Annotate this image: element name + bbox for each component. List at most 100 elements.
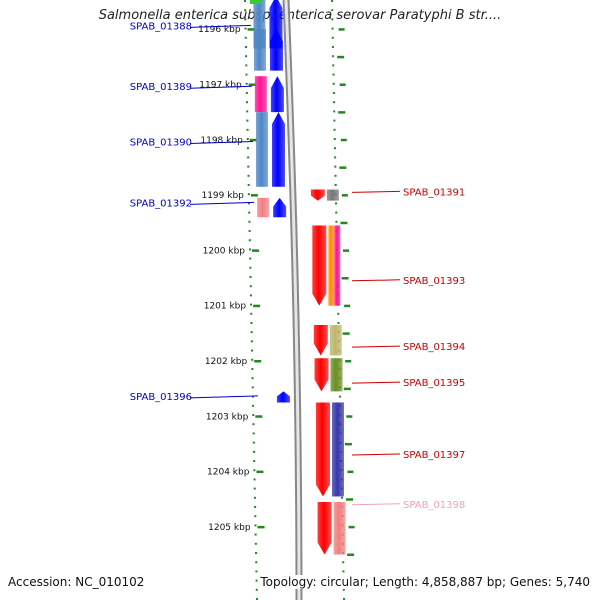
minor-tick (252, 441, 255, 444)
gene-label: SPAB_01395 (403, 378, 465, 389)
half-tick (346, 415, 353, 418)
minor-tick (331, 9, 334, 12)
minor-tick (253, 469, 256, 472)
minor-tick (254, 533, 257, 536)
minor-tick (244, 0, 246, 2)
minor-tick (252, 432, 255, 435)
minor-tick (335, 211, 338, 214)
major-tick (254, 359, 262, 363)
minor-tick (253, 460, 256, 462)
minor-tick (332, 82, 335, 85)
minor-tick (250, 331, 253, 334)
minor-tick (252, 404, 255, 407)
minor-tick (333, 138, 336, 140)
minor-tick (244, 46, 247, 48)
minor-tick (251, 395, 254, 398)
genome-title: Salmonella enterica subsp. enterica sero… (98, 8, 502, 23)
major-tick (252, 249, 260, 252)
minor-tick (249, 257, 252, 260)
gene-label: SPAB_01397 (403, 450, 465, 461)
minor-tick (246, 138, 249, 140)
leader-line (189, 201, 255, 205)
gene-label: SPAB_01388 (130, 21, 192, 32)
minor-tick (248, 220, 251, 223)
leader-line (351, 503, 401, 506)
minor-tick (246, 110, 249, 113)
minor-tick (332, 64, 335, 67)
feature-bar (330, 358, 343, 392)
minor-tick (342, 598, 345, 600)
genome-summary: Topology: circular; Length: 4,858,887 bp… (260, 575, 590, 589)
minor-tick (333, 101, 336, 104)
feature-bar (329, 325, 342, 356)
minor-tick (251, 377, 254, 380)
minor-tick (337, 312, 340, 315)
minor-tick (251, 386, 254, 389)
gene-label: SPAB_01389 (130, 82, 192, 93)
minor-tick (254, 506, 257, 508)
leader-line (189, 85, 252, 89)
gene-label: SPAB_01393 (403, 276, 465, 287)
leader-line (351, 381, 401, 384)
half-tick (343, 387, 351, 391)
half-tick (338, 111, 346, 114)
half-tick (345, 498, 353, 501)
feature-bar (257, 197, 270, 218)
minor-tick (331, 18, 334, 21)
cds-arrow (276, 391, 290, 403)
gene-label: SPAB_01396 (130, 392, 192, 403)
major-tick (248, 83, 256, 86)
tick-label: 1203 kbp (206, 412, 249, 422)
feature-bar (255, 112, 268, 187)
minor-tick (251, 358, 254, 361)
minor-tick (253, 496, 256, 499)
minor-tick (255, 570, 258, 573)
minor-tick (332, 55, 335, 58)
minor-tick (244, 18, 247, 21)
half-tick (347, 470, 354, 474)
minor-tick (249, 285, 252, 288)
feature-bar (328, 225, 335, 306)
accession-label: Accession: NC_010102 (8, 575, 145, 589)
minor-tick (342, 561, 345, 564)
leader-line (351, 279, 401, 282)
half-tick (345, 359, 352, 363)
feature-bar (253, 29, 266, 71)
minor-tick (244, 9, 247, 12)
major-tick (253, 304, 261, 308)
minor-tick (246, 119, 249, 122)
minor-tick (331, 46, 334, 48)
tick-label: 1201 kbp (204, 302, 247, 312)
tick-label: 1204 kbp (207, 468, 250, 478)
tick-label: 1199 kbp (201, 191, 244, 201)
minor-tick (245, 73, 248, 76)
minor-tick (250, 312, 253, 315)
minor-tick (338, 395, 341, 398)
minor-tick (248, 248, 251, 251)
tick-label: 1196 kbp (198, 25, 241, 35)
half-tick (339, 83, 346, 86)
feature-bar (254, 76, 267, 113)
cds-arrow (312, 225, 327, 306)
feature-bar (250, 0, 262, 4)
minor-tick (334, 174, 337, 177)
minor-tick (246, 147, 249, 150)
minor-tick (250, 340, 253, 343)
feature-bar (333, 501, 346, 555)
tick-label: 1202 kbp (205, 357, 248, 367)
minor-tick (333, 128, 336, 131)
half-tick (340, 221, 348, 225)
major-tick (255, 415, 263, 418)
half-tick (337, 55, 345, 59)
minor-tick (249, 294, 252, 297)
tick-label: 1197 kbp (199, 80, 242, 90)
minor-tick (333, 110, 336, 113)
major-tick (249, 138, 257, 142)
gene-label: SPAB_01394 (403, 342, 465, 353)
minor-tick (340, 496, 343, 499)
half-tick (344, 442, 352, 446)
minor-tick (245, 64, 248, 67)
gene-label: SPAB_01398 (403, 500, 465, 511)
gene-label: SPAB_01392 (130, 198, 192, 209)
